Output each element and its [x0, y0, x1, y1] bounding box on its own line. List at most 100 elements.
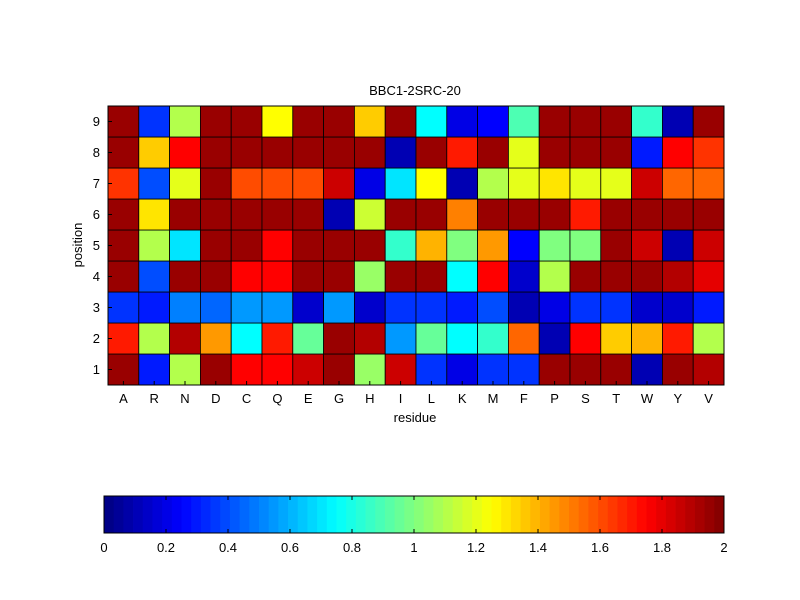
heatmap-cell	[692, 198, 725, 231]
colorbar-tick-label: 0	[100, 540, 107, 555]
heatmap-cell	[569, 198, 602, 231]
x-tick-label: C	[242, 391, 251, 406]
heatmap-cell	[631, 260, 663, 293]
heatmap-cell	[230, 105, 263, 138]
heatmap-cell	[199, 167, 232, 200]
x-tick-label: P	[550, 391, 559, 406]
heatmap-cell	[169, 105, 201, 138]
heatmap-cell	[538, 198, 571, 231]
heatmap-cell	[507, 291, 540, 324]
chart-title: BBC1-2SRC-20	[369, 83, 461, 98]
colorbar-segment	[307, 496, 318, 533]
heatmap-cell	[538, 260, 571, 293]
heatmap-cell	[323, 105, 355, 138]
colorbar-segment	[520, 496, 531, 533]
heatmap-cell	[600, 260, 632, 293]
heatmap-cell	[600, 322, 632, 355]
colorbar-segment	[404, 496, 415, 533]
heatmap-cell	[323, 167, 355, 200]
heatmap-cell	[353, 136, 386, 169]
y-tick-label: 8	[93, 145, 100, 160]
y-tick-label: 9	[93, 114, 100, 129]
heatmap-cell	[477, 229, 509, 262]
heatmap-cell	[692, 105, 725, 138]
heatmap-cell	[692, 136, 725, 169]
heatmap-cell	[261, 198, 294, 231]
heatmap-cell	[415, 291, 448, 324]
heatmap-cell	[477, 260, 509, 293]
colorbar-segment	[326, 496, 337, 533]
heatmap-cell	[292, 260, 324, 293]
heatmap-cell	[323, 260, 355, 293]
heatmap-cell	[384, 136, 417, 169]
colorbar-segment	[210, 496, 221, 533]
heatmap-cell	[446, 167, 478, 200]
colorbar-segment	[104, 496, 115, 533]
colorbar-segment	[530, 496, 541, 533]
colorbar-segment	[414, 496, 425, 533]
heatmap-cell	[446, 229, 478, 262]
colorbar-segment	[288, 496, 299, 533]
heatmap-cell	[692, 167, 725, 200]
y-axis-ticks: 1 2 3 4 5 6 7 8 9	[93, 114, 112, 377]
colorbar-segment	[462, 496, 473, 533]
colorbar-segment	[685, 496, 696, 533]
colorbar-tick-label: 0.2	[157, 540, 175, 555]
colorbar-segment	[549, 496, 560, 533]
colorbar-segment	[636, 496, 647, 533]
heatmap-cell	[169, 167, 201, 200]
x-tick-label: L	[428, 391, 435, 406]
colorbar-tick-label: 1.4	[529, 540, 547, 555]
colorbar-segment	[239, 496, 250, 533]
x-tick-label: V	[704, 391, 713, 406]
colorbar-segment	[539, 496, 551, 533]
colorbar-segment	[113, 496, 124, 533]
colorbar-segment	[423, 496, 434, 533]
heatmap-cell	[169, 291, 201, 324]
colorbar-segment	[181, 496, 192, 533]
heatmap-cell	[477, 136, 509, 169]
colorbar-segment	[355, 496, 366, 533]
x-tick-label: F	[520, 391, 528, 406]
heatmap-cell	[199, 322, 232, 355]
heatmap-cell	[446, 291, 478, 324]
heatmap-cell	[507, 167, 540, 200]
heatmap-cell	[384, 198, 417, 231]
heatmap-cell	[662, 167, 694, 200]
colorbar-segment	[297, 496, 308, 533]
x-tick-label: W	[641, 391, 654, 406]
heatmap-cell	[446, 260, 478, 293]
heatmap-cell	[107, 198, 140, 231]
heatmap-cell	[199, 260, 232, 293]
heatmap-cell	[662, 260, 694, 293]
heatmap-cell	[600, 105, 632, 138]
heatmap-cell	[507, 105, 540, 138]
heatmap-cell	[230, 136, 263, 169]
heatmap-cell	[353, 291, 386, 324]
x-tick-label: A	[119, 391, 128, 406]
heatmap-cell	[600, 353, 632, 386]
colorbar-tick-label: 1.2	[467, 540, 485, 555]
heatmap-cell	[384, 322, 417, 355]
heatmap-cell	[631, 105, 663, 138]
heatmap-cell	[323, 322, 355, 355]
heatmap-cell	[631, 229, 663, 262]
heatmap-cell	[477, 322, 509, 355]
colorbar-tick-label: 1.6	[591, 540, 609, 555]
heatmap-cell	[323, 198, 355, 231]
colorbar-tick-label: 2	[720, 540, 727, 555]
heatmap-cell	[446, 198, 478, 231]
heatmap-cell	[662, 136, 694, 169]
heatmap-cell	[384, 291, 417, 324]
x-tick-label: T	[612, 391, 620, 406]
heatmap-cell	[569, 105, 602, 138]
heatmap-cell	[507, 229, 540, 262]
heatmap-cell	[323, 353, 355, 386]
y-tick-label: 5	[93, 238, 100, 253]
heatmap-cell	[507, 322, 540, 355]
heatmap-cell	[169, 353, 201, 386]
heatmap-cell	[230, 291, 263, 324]
heatmap-cell	[292, 105, 324, 138]
heatmap-cell	[169, 198, 201, 231]
